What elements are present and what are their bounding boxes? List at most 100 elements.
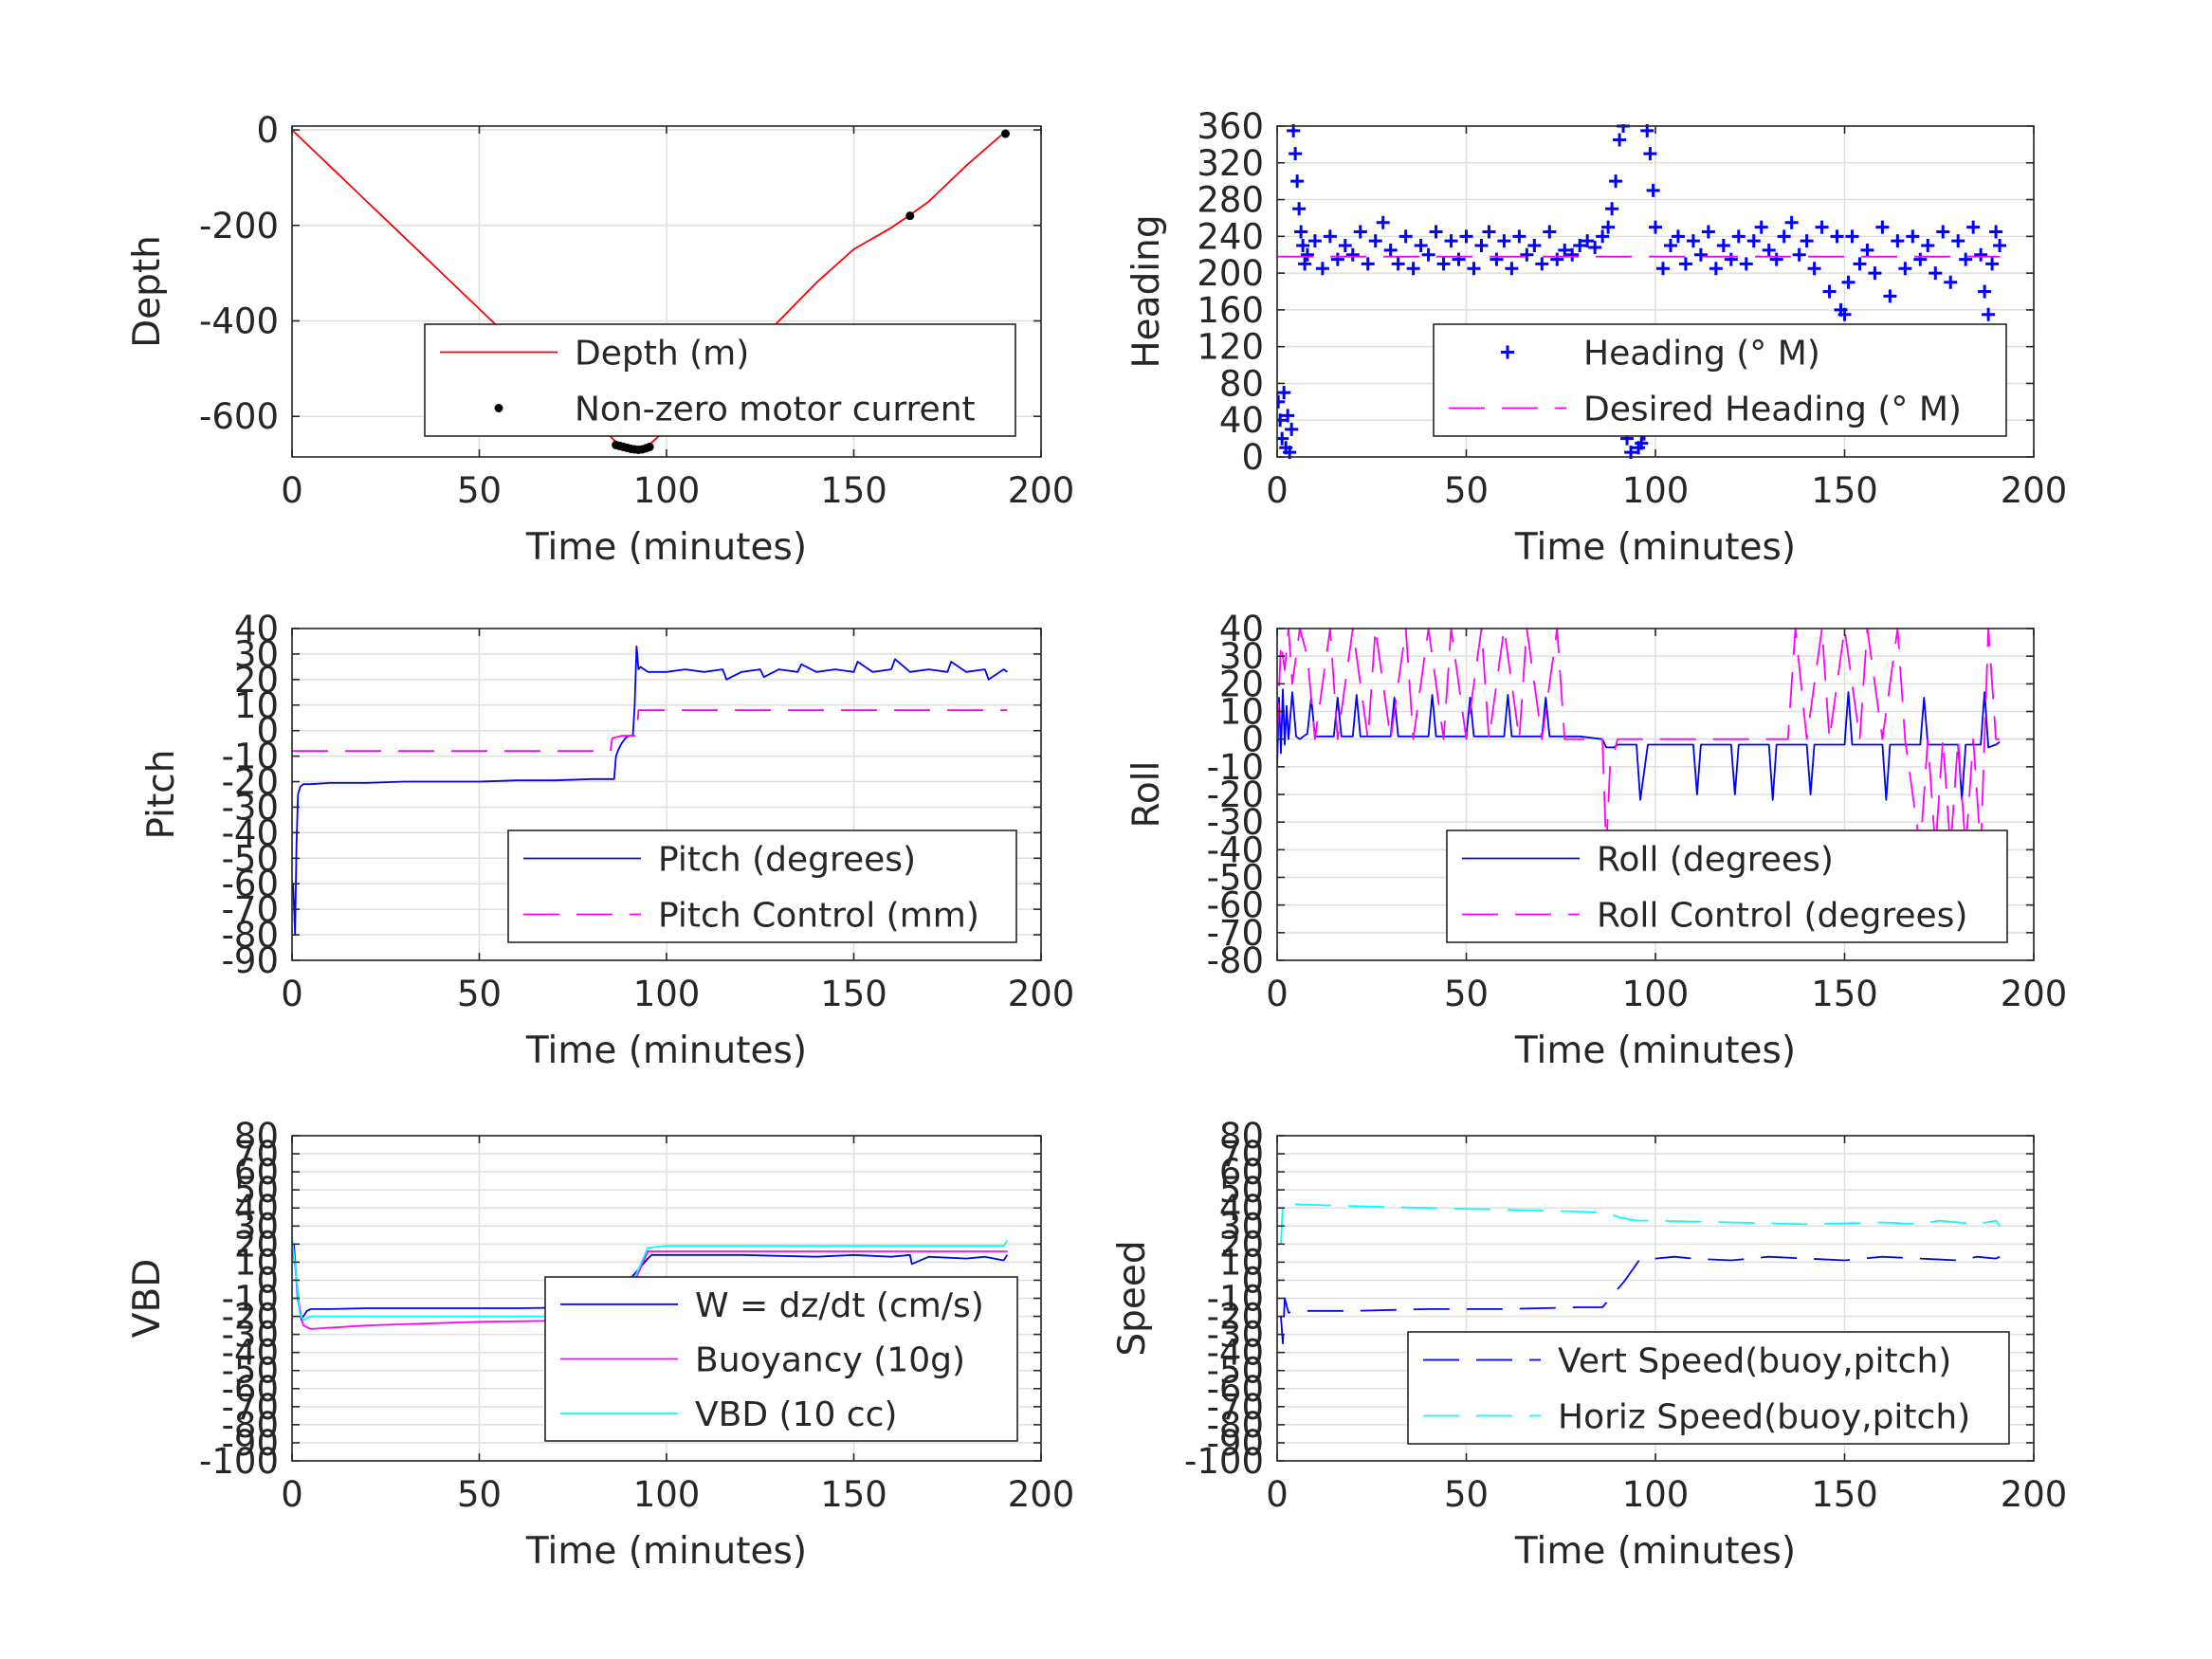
y-tick-label: -70 [222, 889, 279, 930]
y-tick-label: 0 [1241, 1260, 1264, 1301]
series-depth-1-point [1000, 129, 1010, 138]
y-tick-label: 10 [1219, 1242, 1264, 1283]
y-axis-label: VBD [126, 1259, 169, 1338]
series-heading-0-point [1558, 243, 1572, 257]
series-heading-0-point [1978, 284, 1992, 299]
series-heading-0-point [1406, 262, 1420, 276]
y-tick-label: 80 [1219, 1116, 1264, 1157]
series-heading-0-point [1643, 147, 1657, 161]
series-heading-0-point [1290, 174, 1305, 189]
chart-heading: 0 50 100 150 20004080120160200240280320360Ti… [1125, 106, 2067, 569]
y-tick-label: -60 [1207, 885, 1264, 926]
y-tick-label: -80 [222, 1405, 279, 1446]
series-heading-0-point [1807, 262, 1821, 276]
legend-marker [494, 404, 503, 412]
y-tick-label: -20 [222, 1297, 279, 1338]
series-group [292, 129, 1010, 454]
series-heading-0-point [1936, 225, 1950, 239]
series-heading-0-point [1429, 225, 1443, 239]
y-tick-label: 60 [1219, 1152, 1264, 1193]
series-heading-0-point [1300, 247, 1314, 262]
y-tick-label: -90 [222, 940, 279, 981]
y-axis-label: Speed [1111, 1240, 1154, 1356]
x-tick-label: 50 [457, 1474, 502, 1515]
series-heading-0-point [1474, 239, 1489, 253]
series-heading-0-point [1281, 409, 1295, 423]
x-tick-label: 50 [1444, 1474, 1489, 1515]
series-heading-0-point [1860, 243, 1874, 257]
series-heading-0-point [1966, 220, 1981, 234]
legend: Heading (° M) Desired Heading (° M) [1433, 323, 2007, 437]
series-heading-0-point [1277, 386, 1291, 400]
x-tick-label: 100 [1622, 470, 1690, 511]
y-tick-label: -50 [222, 1351, 279, 1392]
y-tick-label: -30 [222, 1315, 279, 1356]
legend-entry: W = dz/dt (cm/s) [695, 1286, 984, 1325]
series-heading-0-point [1467, 262, 1481, 276]
legend-entry: Pitch Control (mm) [658, 897, 979, 936]
y-tick-label: 0 [256, 110, 279, 151]
y-axis-label: Heading [1125, 214, 1168, 368]
series-heading-0-point [1565, 247, 1580, 262]
x-tick-label: 0 [281, 470, 303, 511]
series-heading-0-point [1512, 229, 1526, 244]
legend-entry: VBD (10 cc) [695, 1395, 897, 1434]
series-heading-0-point [1974, 247, 1988, 262]
y-axis-label: Roll [1125, 761, 1168, 829]
y-tick-label: -80 [222, 915, 279, 956]
y-tick-label: -100 [199, 1441, 279, 1482]
x-tick-label: 200 [1008, 1474, 1075, 1515]
x-axis-label: Time (minutes) [1514, 1530, 1796, 1573]
legend-box [1446, 830, 2008, 943]
series-heading-0-point [1452, 252, 1466, 266]
legend-box [1407, 1331, 2010, 1445]
series-heading-0-point [1294, 225, 1308, 239]
y-axis-label: Depth [126, 235, 169, 348]
series-heading-0-point [1307, 234, 1322, 248]
x-tick-label: 150 [820, 470, 887, 511]
series-speed-1-line [1280, 1201, 2001, 1245]
legend-entry: Heading (° M) [1583, 335, 1820, 374]
series-depth-1-point [905, 211, 915, 221]
x-tick-label: 150 [1811, 1474, 1878, 1515]
legend-entry: Roll (degrees) [1597, 841, 1834, 880]
y-tick-label: -60 [222, 1369, 279, 1410]
x-tick-label: 200 [1008, 974, 1075, 1014]
x-tick-label: 0 [1266, 974, 1289, 1014]
y-tick-label: -70 [1207, 913, 1264, 954]
series-heading-0-point [1686, 234, 1700, 248]
y-tick-label: -60 [222, 864, 279, 904]
series-heading-0-point [1550, 252, 1564, 266]
y-tick-label: -50 [222, 838, 279, 879]
series-heading-0-point [1581, 234, 1595, 248]
y-tick-label: 0 [1241, 720, 1264, 760]
series-heading-0-point [1436, 257, 1451, 271]
series-heading-0-point [1543, 225, 1557, 239]
series-heading-0-point [1800, 234, 1814, 248]
series-heading-0-point [1929, 266, 1943, 281]
series-heading-0-point [1784, 215, 1799, 229]
series-heading-0-point [1906, 229, 1920, 244]
series-heading-0-point [1330, 252, 1344, 266]
x-tick-label: 0 [281, 1474, 303, 1515]
series-heading-0-point [1883, 289, 1897, 303]
series-heading-0-point [1709, 262, 1723, 276]
y-tick-label: 30 [234, 634, 279, 675]
x-tick-label: 100 [633, 1474, 701, 1515]
series-heading-0-point [1497, 234, 1511, 248]
y-tick-label: 0 [256, 711, 279, 752]
y-tick-label: 40 [1219, 609, 1264, 649]
series-heading-0-point [1505, 262, 1519, 276]
series-heading-0-point [1588, 240, 1602, 254]
x-tick-label: 200 [2001, 974, 2068, 1014]
series-heading-0-point [1285, 422, 1299, 436]
legend: Vert Speed(buoy,pitch) Horiz Speed(buoy,p… [1407, 1331, 2010, 1445]
series-heading-0-point [1535, 257, 1549, 271]
x-tick-label: 150 [820, 1474, 887, 1515]
chart-pitch: 0 50 100 150 200-90-80-70-60-50-40-30-20-100… [140, 609, 1074, 1072]
series-heading-0-point [1315, 262, 1329, 276]
series-heading-0-point [1985, 257, 2000, 271]
x-axis-label: Time (minutes) [1514, 1030, 1796, 1072]
y-tick-label: 10 [234, 685, 279, 726]
